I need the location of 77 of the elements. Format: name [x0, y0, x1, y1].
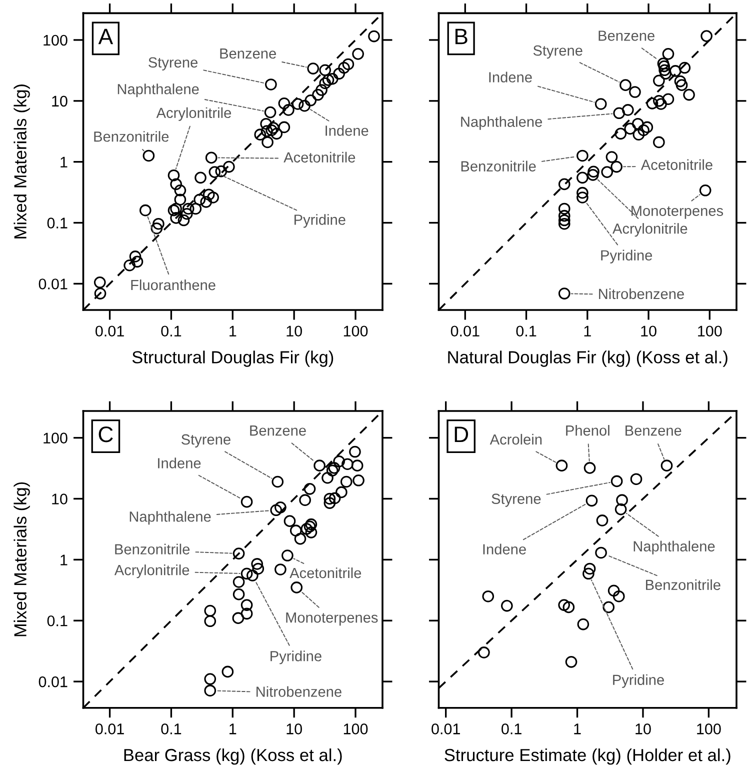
annotation: Pyridine — [270, 650, 322, 664]
annotation: Phenol — [566, 425, 610, 436]
x-tick-label: 1 — [230, 724, 236, 734]
x-tick-label: 0.1 — [161, 724, 182, 734]
x-tick-label: 10 — [286, 326, 302, 337]
x-tick-label: 0.01 — [450, 326, 480, 337]
y-tick-label: 0.01 — [38, 278, 68, 290]
y-tick-label: 1 — [60, 156, 68, 168]
annotation: Naphthalene — [118, 84, 199, 98]
annotation: C — [98, 426, 113, 442]
annotation: Acetonitrile — [640, 159, 712, 170]
y-axis-title: Mixed Materials (kg) — [14, 482, 30, 636]
annotation: Styrene — [181, 434, 230, 448]
annotation: Nitrobenzene — [599, 288, 684, 300]
annotation: Naphthalene — [634, 540, 715, 554]
x-tick-label: 100 — [344, 326, 368, 337]
x-tick-label: 1 — [574, 724, 581, 734]
y-tick-label: 0.1 — [47, 615, 68, 626]
annotation: Indene — [326, 125, 368, 136]
annotation: Pyridine — [601, 250, 652, 264]
annotation: Benzene — [250, 426, 306, 436]
y-tick-label: 100 — [44, 34, 68, 46]
annotation: B — [455, 28, 468, 44]
annotation: Monoterpenes — [632, 206, 724, 219]
x-tick-label: 0.01 — [96, 326, 124, 337]
annotation: Styrene — [148, 57, 198, 70]
annotation: Benzonitrile — [115, 544, 190, 554]
annotation: Pyridine — [613, 674, 664, 688]
x-tick-label: 0.01 — [96, 724, 124, 734]
y-axis-title: Mixed Materials (kg) — [14, 84, 30, 238]
y-tick-label: 0.1 — [47, 218, 68, 228]
y-tick-label: 1 — [60, 554, 68, 566]
x-axis-title: Bear Grass (kg) (Koss et al.) — [124, 748, 342, 765]
annotation: Nitrobenzene — [256, 686, 342, 697]
annotation: Naphthalene — [130, 511, 211, 525]
annotation: Benzonitrile — [94, 131, 169, 142]
x-tick-label: 1 — [584, 326, 591, 336]
annotation: Pyridine — [294, 214, 346, 228]
annotation: D — [454, 426, 468, 442]
annotation: Monoterpenes — [286, 612, 378, 626]
annotation: Acrolein — [490, 434, 542, 445]
annotation: Styrene — [492, 494, 541, 507]
x-tick-label: 10 — [641, 326, 656, 337]
x-axis-title: Natural Douglas Fir (kg) (Koss et al.) — [448, 350, 728, 367]
annotation: Benzene — [220, 48, 276, 59]
y-tick-label: 10 — [52, 494, 68, 504]
annotation: Indene — [158, 458, 201, 468]
annotation: Styrene — [533, 45, 582, 59]
x-tick-label: 10 — [636, 724, 651, 734]
x-tick-label: 0.1 — [516, 326, 536, 337]
x-tick-label: 100 — [698, 326, 722, 337]
annotation: Acetonitrile — [284, 152, 356, 163]
annotation: Acrylonitrile — [612, 223, 688, 237]
y-tick-label: 0.01 — [38, 676, 68, 688]
x-axis-title: Structure Estimate (kg) (Holder et al.) — [444, 748, 730, 765]
annotation: Benzonitrile — [646, 579, 720, 590]
annotation: A — [98, 28, 114, 44]
x-tick-label: 100 — [697, 724, 721, 734]
x-tick-label: 0.1 — [502, 724, 522, 734]
x-tick-label: 10 — [286, 724, 302, 734]
annotation: Acrylonitrile — [156, 107, 232, 121]
annotation: Benzene — [626, 426, 682, 436]
annotation: Fluoranthene — [131, 279, 216, 290]
x-tick-label: 0.01 — [432, 724, 460, 734]
annotation: Benzene — [598, 30, 654, 41]
y-tick-label: 100 — [44, 432, 68, 444]
x-tick-label: 0.1 — [161, 326, 182, 337]
annotation: Acetonitrile — [290, 567, 362, 578]
x-axis-title: Structural Douglas Fir (kg) — [132, 350, 334, 367]
y-tick-label: 10 — [52, 96, 68, 107]
x-tick-label: 1 — [230, 326, 236, 336]
annotation: Acrylonitrile — [114, 564, 190, 578]
annotation: Indene — [489, 72, 532, 82]
annotation: Naphthalene — [461, 116, 542, 130]
annotation: Benzonitrile — [461, 160, 536, 172]
annotation: Indene — [483, 544, 526, 554]
x-tick-label: 100 — [344, 724, 368, 734]
